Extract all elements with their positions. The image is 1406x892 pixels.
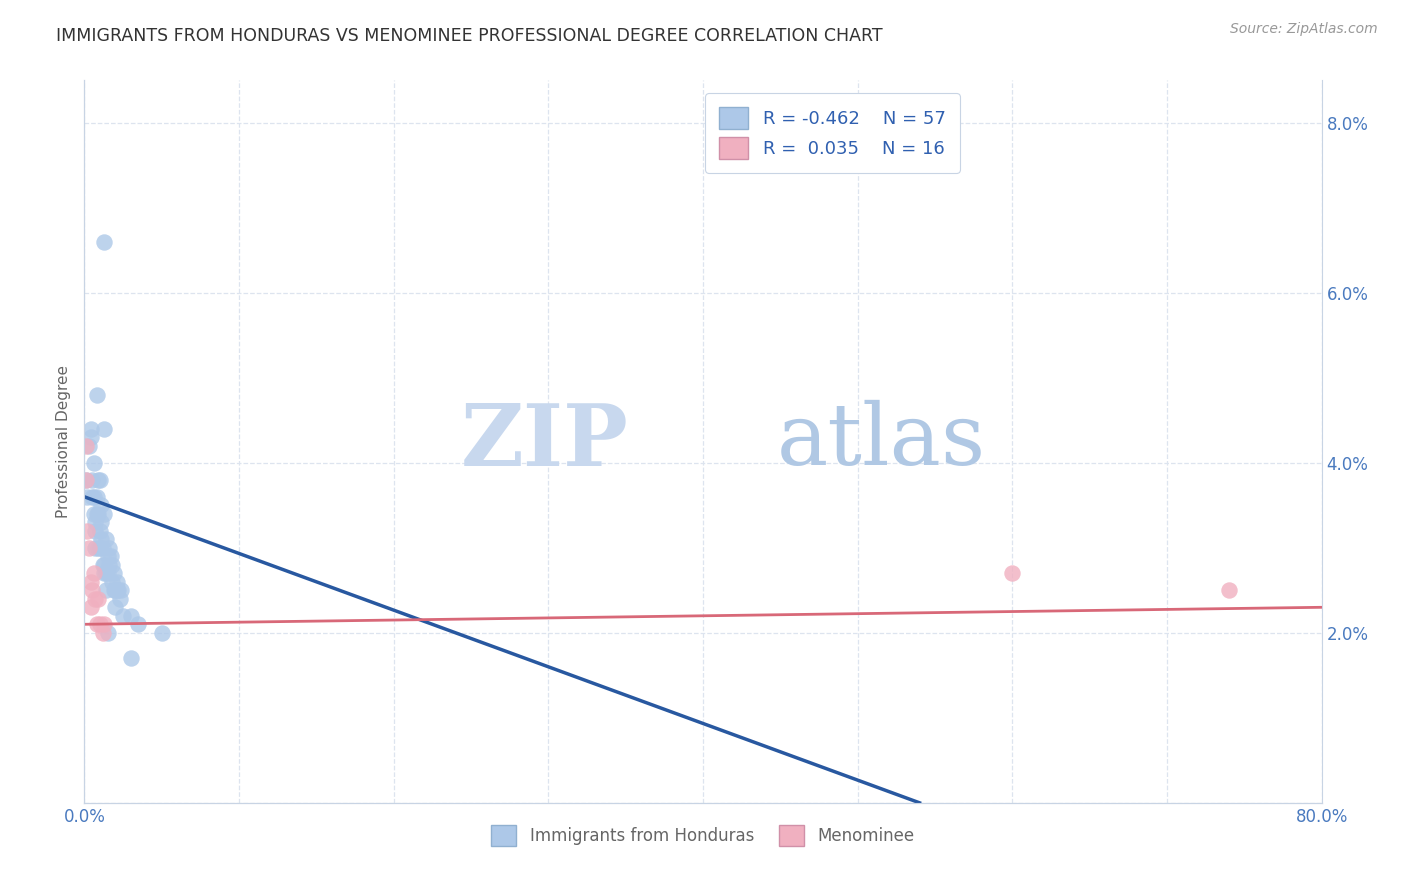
Point	[101, 574, 124, 589]
Point	[93, 566, 115, 581]
Point	[103, 583, 125, 598]
Point	[98, 558, 121, 572]
Point	[77, 541, 100, 555]
Point	[110, 583, 132, 598]
Point	[105, 583, 128, 598]
Point	[120, 608, 142, 623]
Point	[84, 591, 107, 606]
Point	[93, 507, 115, 521]
Point	[1218, 583, 1240, 598]
Point	[96, 625, 118, 640]
Point	[90, 498, 112, 512]
Point	[108, 591, 131, 606]
Point	[107, 583, 129, 598]
Point	[89, 617, 111, 632]
Point	[83, 456, 105, 470]
Point	[127, 617, 149, 632]
Point	[76, 490, 98, 504]
Point	[105, 574, 128, 589]
Point	[86, 617, 108, 632]
Point	[87, 591, 110, 606]
Point	[91, 558, 114, 572]
Point	[75, 473, 97, 487]
Point	[79, 600, 101, 615]
Point	[150, 625, 173, 640]
Point	[84, 516, 107, 530]
Text: Source: ZipAtlas.com: Source: ZipAtlas.com	[1230, 22, 1378, 37]
Point	[94, 583, 117, 598]
Point	[93, 422, 115, 436]
Point	[96, 549, 118, 564]
Point	[82, 490, 104, 504]
Point	[82, 583, 104, 598]
Point	[1001, 566, 1024, 581]
Point	[83, 566, 105, 581]
Point	[87, 541, 110, 555]
Point	[93, 617, 115, 632]
Point	[94, 566, 117, 581]
Point	[83, 507, 105, 521]
Legend: Immigrants from Honduras, Menominee: Immigrants from Honduras, Menominee	[485, 819, 921, 852]
Point	[89, 473, 111, 487]
Point	[91, 541, 114, 555]
Point	[96, 566, 118, 581]
Point	[87, 473, 110, 487]
Point	[77, 439, 100, 453]
Point	[104, 583, 127, 598]
Point	[79, 430, 101, 444]
Point	[101, 558, 124, 572]
Point	[90, 516, 112, 530]
Point	[82, 473, 104, 487]
Point	[104, 600, 127, 615]
Point	[93, 558, 115, 572]
Point	[79, 574, 101, 589]
Point	[75, 439, 97, 453]
Point	[79, 422, 101, 436]
Point	[90, 533, 112, 547]
Text: IMMIGRANTS FROM HONDURAS VS MENOMINEE PROFESSIONAL DEGREE CORRELATION CHART: IMMIGRANTS FROM HONDURAS VS MENOMINEE PR…	[56, 27, 883, 45]
Text: ZIP: ZIP	[461, 400, 628, 483]
Point	[86, 388, 108, 402]
Point	[83, 490, 105, 504]
Point	[86, 490, 108, 504]
Point	[93, 235, 115, 249]
Point	[120, 651, 142, 665]
Point	[91, 625, 114, 640]
Point	[75, 473, 97, 487]
Point	[87, 507, 110, 521]
Point	[112, 608, 135, 623]
Point	[86, 507, 108, 521]
Point	[94, 533, 117, 547]
Point	[100, 549, 122, 564]
Text: atlas: atlas	[778, 400, 987, 483]
Point	[98, 541, 121, 555]
Point	[103, 566, 125, 581]
Point	[89, 541, 111, 555]
Point	[84, 541, 107, 555]
Point	[76, 524, 98, 538]
Point	[89, 524, 111, 538]
Y-axis label: Professional Degree: Professional Degree	[56, 365, 72, 518]
Point	[84, 524, 107, 538]
